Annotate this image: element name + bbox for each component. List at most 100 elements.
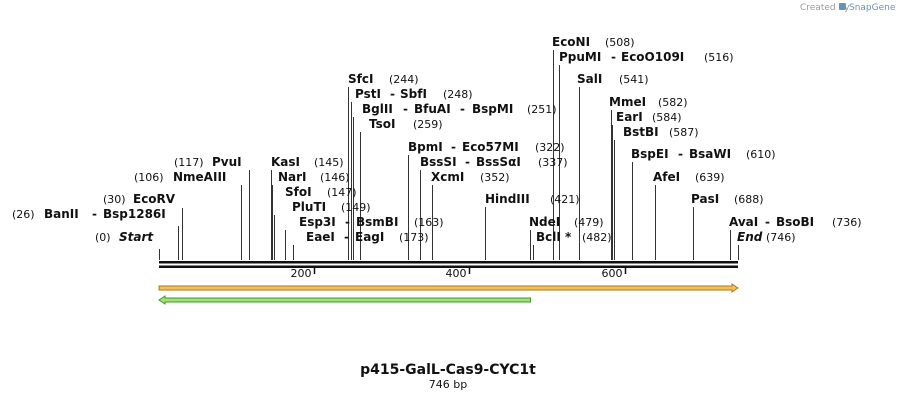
site-pos: (244)	[389, 73, 419, 86]
site-pos: (421)	[550, 193, 580, 206]
site-name: BssSI	[420, 155, 457, 169]
site-separator: -	[92, 207, 97, 221]
site-name: BpmI	[408, 140, 443, 154]
site-name: PvuI	[212, 155, 242, 169]
backbone-bottom-strand	[159, 265, 738, 268]
site-pos: (610)	[746, 148, 776, 161]
site-name: NmeAIII	[173, 170, 226, 184]
backbone-top-strand	[159, 261, 738, 264]
site-label-mmei[interactable]: MmeI (582)	[609, 95, 688, 109]
site-pos: (352)	[480, 171, 510, 184]
site-alt-name: SbfI	[400, 87, 427, 101]
site-name: AvaI	[729, 215, 758, 229]
site-pos: (639)	[695, 171, 725, 184]
site-name: SalI	[577, 72, 602, 86]
site-pos: (248)	[443, 88, 473, 101]
site-alt-name: EcoO109I	[621, 50, 684, 64]
site-label-bcli[interactable]: BclI * (482)	[536, 230, 612, 244]
site-pos: (516)	[704, 51, 734, 64]
site-pos: (584)	[652, 111, 682, 124]
site-separator: -	[460, 102, 465, 116]
site-name: TsoI	[369, 117, 395, 131]
site-name: BstBI	[623, 125, 659, 139]
site-name: PpuMI	[559, 50, 601, 64]
snapgene-logo-icon	[839, 3, 846, 10]
site-separator: -	[451, 140, 456, 154]
site-alt-name: BsaWI	[689, 147, 731, 161]
plasmid-length: 746 bp	[429, 378, 467, 391]
site-name: AfeI	[653, 170, 680, 184]
site-label-ndei[interactable]: NdeI (479)	[529, 215, 604, 229]
site-name: PluTI	[292, 200, 326, 214]
site-pos: (106)	[134, 171, 164, 184]
green-feature-arrow[interactable]	[158, 295, 531, 305]
site-pos: (173)	[399, 231, 429, 244]
site-label-pluti[interactable]: PluTI (149)	[292, 200, 371, 214]
site-name: KasI	[271, 155, 300, 169]
orange-feature-arrow[interactable]	[158, 283, 739, 293]
site-name: BclI *	[536, 230, 572, 244]
site-label-nmeaiii[interactable]: (106) NmeAIII	[134, 170, 226, 184]
site-pos: (146)	[320, 171, 350, 184]
site-pos: (587)	[669, 126, 699, 139]
site-pos: (508)	[605, 36, 635, 49]
site-separator: -	[390, 87, 395, 101]
site-name: EaeI	[306, 230, 335, 244]
site-label-banii[interactable]: (26) BanII - Bsp1286I	[12, 207, 166, 221]
site-name: MmeI	[609, 95, 646, 109]
site-pos: (482)	[582, 231, 612, 244]
site-label-esp3i[interactable]: Esp3I - BsmBI (163)	[299, 215, 444, 229]
site-pos: (30)	[103, 193, 126, 206]
credit-brand: SnapGene	[849, 3, 896, 13]
site-connectors	[159, 50, 739, 260]
site-label-avai[interactable]: AvaI - BsoBI (736)	[729, 215, 862, 229]
site-label-sali[interactable]: SalI (541)	[577, 72, 649, 86]
site-separator: -	[403, 102, 408, 116]
site-label-nari[interactable]: NarI (146)	[278, 170, 350, 184]
ruler-ticks: 200 400 600	[291, 267, 627, 280]
site-label-eari[interactable]: EarI (584)	[616, 110, 682, 124]
site-label-psti[interactable]: PstI - SbfI (248)	[355, 87, 473, 101]
site-label-pvui[interactable]: (117) PvuI	[174, 155, 242, 169]
site-pos: (582)	[658, 96, 688, 109]
site-label-kasi[interactable]: KasI (145)	[271, 155, 344, 169]
site-alt2-name: BspMI	[472, 102, 513, 116]
site-name: NdeI	[529, 215, 560, 229]
site-separator: -	[611, 50, 616, 64]
site-label-end[interactable]: End (746)	[737, 230, 796, 244]
site-pos: (479)	[574, 216, 604, 229]
site-separator: -	[465, 155, 470, 169]
site-name: PasI	[691, 192, 719, 206]
site-label-ecorv[interactable]: (30) EcoRV	[103, 192, 176, 206]
site-pos: (337)	[538, 156, 568, 169]
site-pos: (251)	[527, 103, 557, 116]
site-label-ppumi[interactable]: PpuMI - EcoO109I (516)	[559, 50, 734, 64]
site-label-bstbi[interactable]: BstBI (587)	[623, 125, 699, 139]
site-name: EcoRV	[133, 192, 176, 206]
site-label-bpmi[interactable]: BpmI - Eco57MI (322)	[408, 140, 565, 154]
site-label-bsssi[interactable]: BssSI - BssSαI (337)	[420, 155, 568, 169]
site-name: BglII	[362, 102, 393, 116]
site-label-hindiii[interactable]: HindIII (421)	[485, 192, 580, 206]
site-label-xcmi[interactable]: XcmI (352)	[431, 170, 510, 184]
site-label-start[interactable]: (0) Start	[95, 230, 154, 244]
site-label-bglii[interactable]: BglII - BfuAI - BspMI (251)	[362, 102, 557, 116]
site-label-sfoi[interactable]: SfoI (147)	[285, 185, 357, 199]
ruler-tick-label: 200	[291, 267, 312, 280]
site-label-sfci[interactable]: SfcI (244)	[348, 72, 419, 86]
credit-prefix: Created by	[800, 3, 850, 13]
site-pos: (0)	[95, 231, 111, 244]
sequence-backbone	[159, 261, 738, 268]
site-pos: (541)	[619, 73, 649, 86]
site-label-econi[interactable]: EcoNI (508)	[552, 35, 635, 49]
site-label-eaei[interactable]: EaeI - EagI (173)	[306, 230, 429, 244]
site-separator: -	[765, 215, 770, 229]
site-name: BanII	[44, 207, 79, 221]
site-label-afei[interactable]: AfeI (639)	[653, 170, 725, 184]
site-label-bspei[interactable]: BspEI - BsaWI (610)	[631, 147, 776, 161]
site-name: SfcI	[348, 72, 373, 86]
site-label-pasi[interactable]: PasI (688)	[691, 192, 764, 206]
site-label-tsoi[interactable]: TsoI (259)	[369, 117, 443, 131]
ruler-tick-label: 400	[446, 267, 467, 280]
